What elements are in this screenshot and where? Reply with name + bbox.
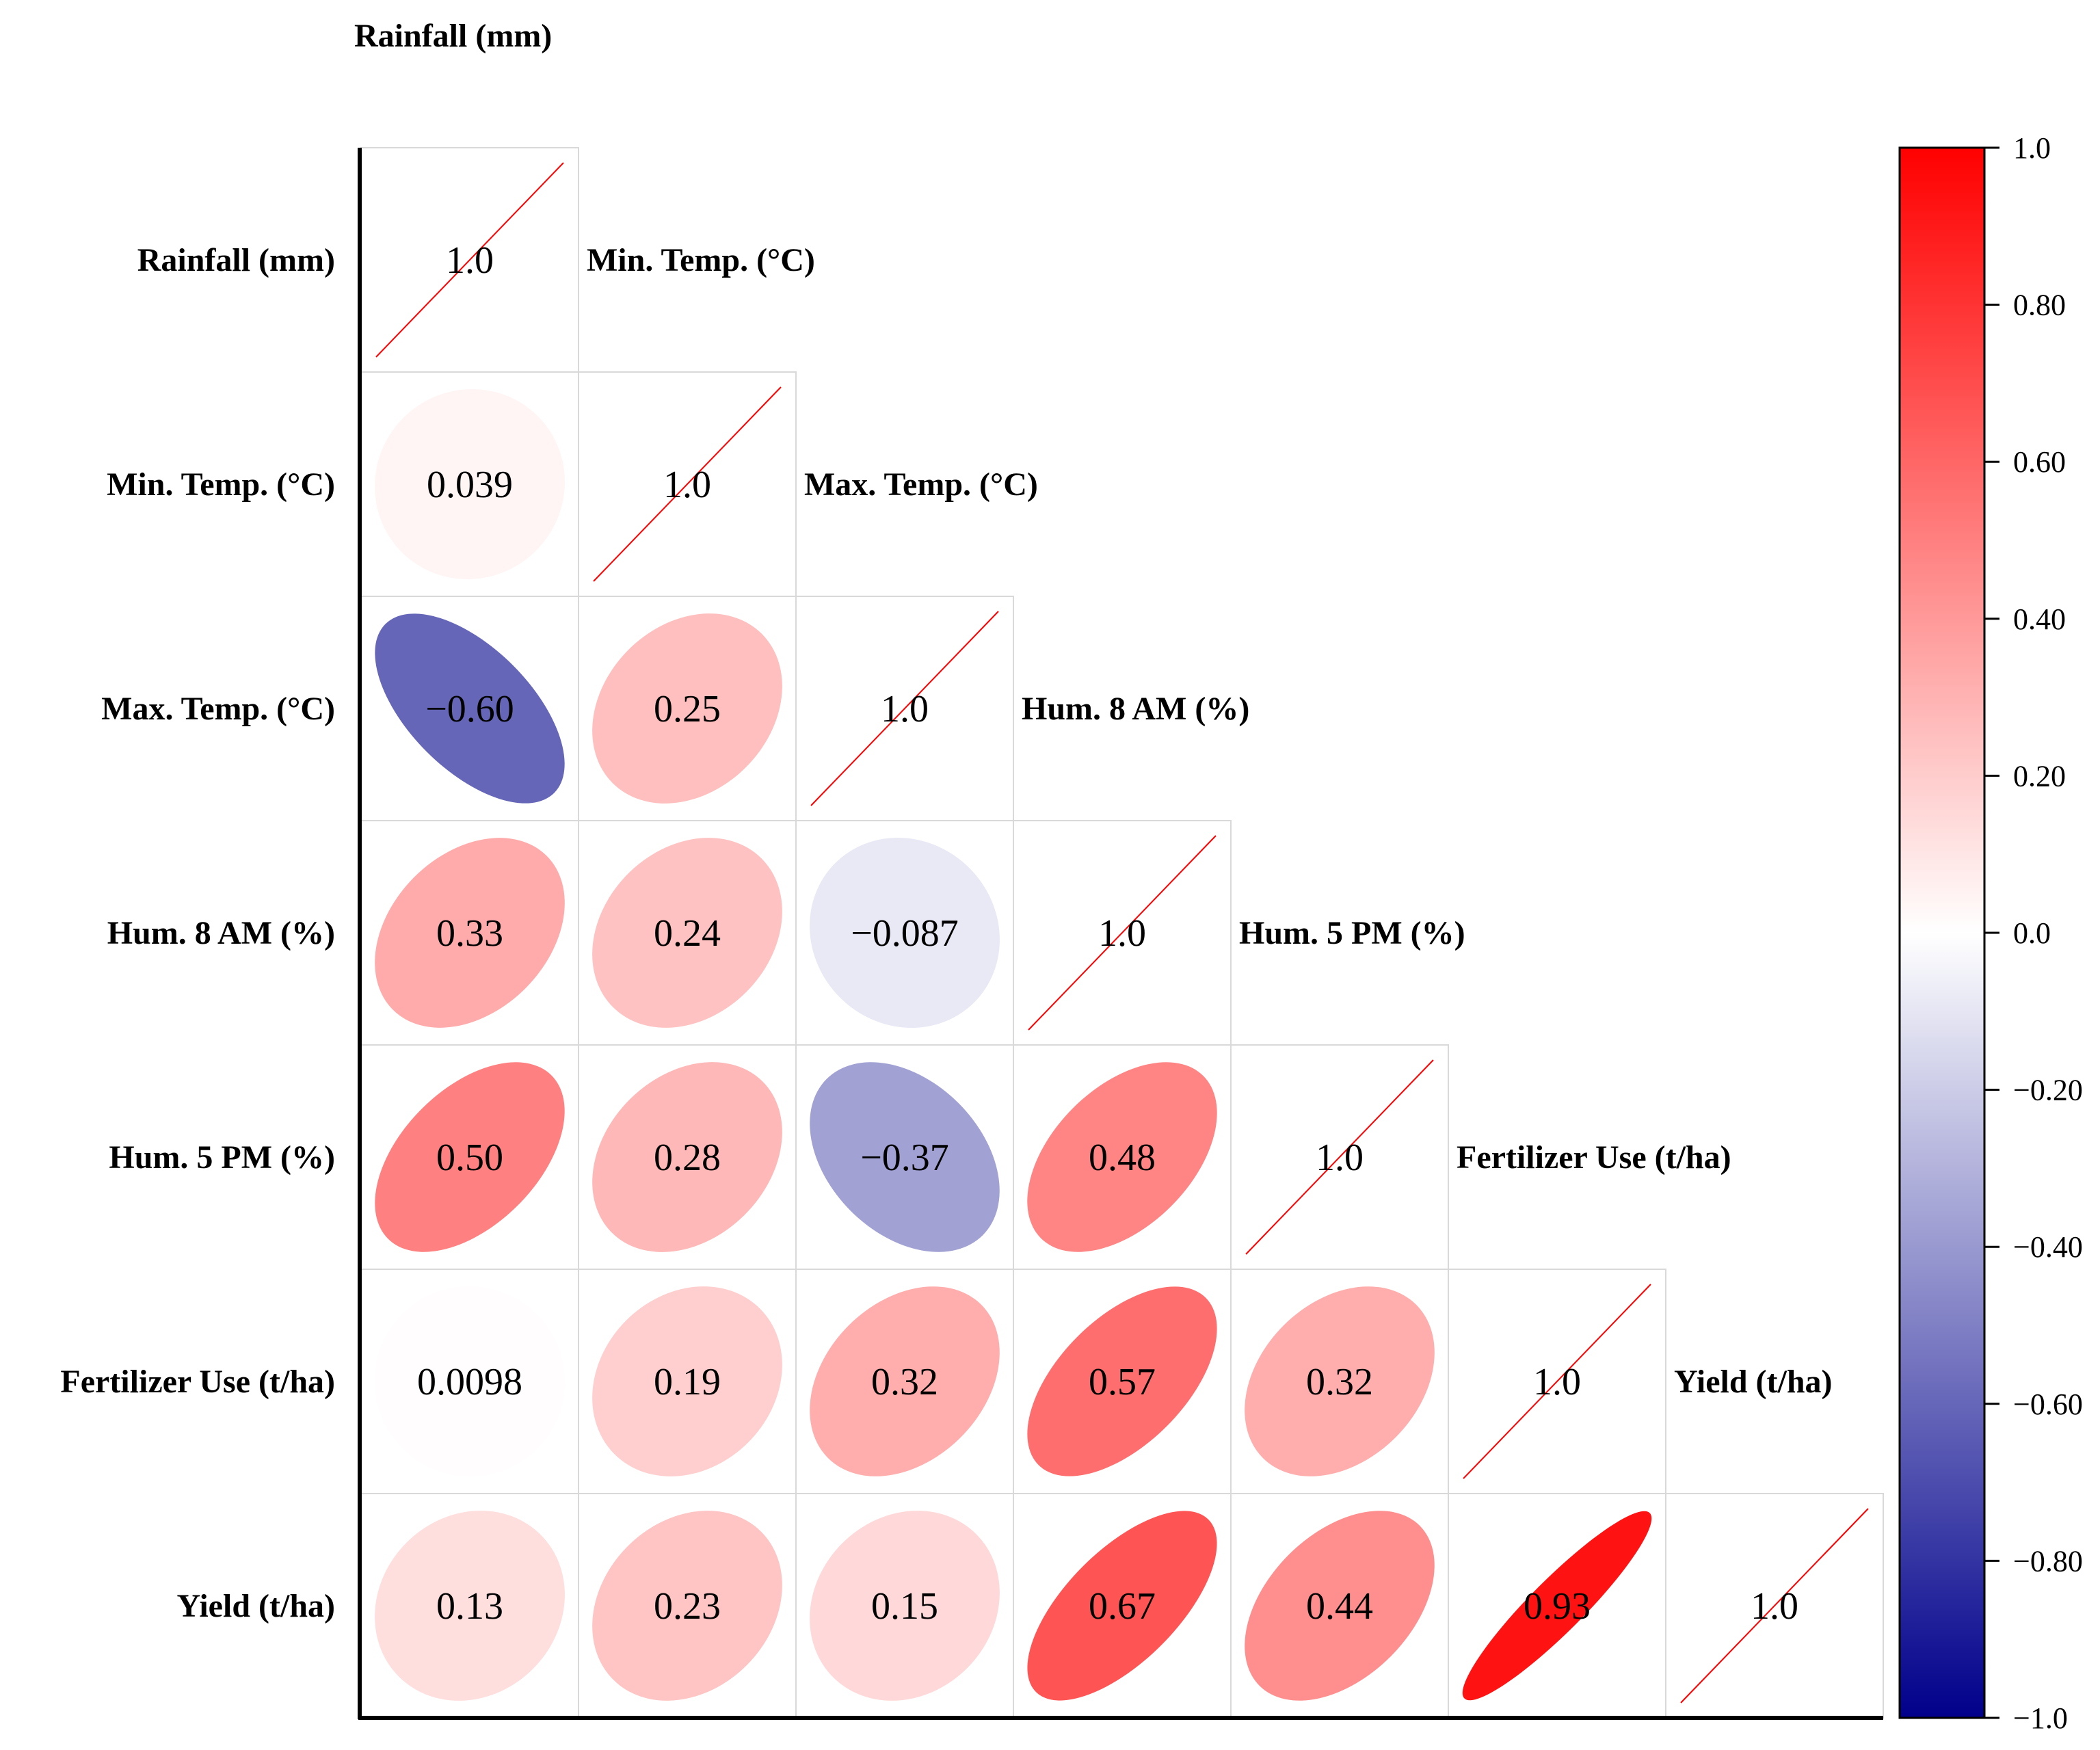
correlation-value: 0.23 (654, 1585, 721, 1628)
correlation-value: 0.13 (436, 1585, 503, 1628)
colorbar-gradient (1898, 146, 1986, 1719)
correlation-ellipse (592, 1511, 782, 1701)
correlation-value: 0.15 (871, 1585, 938, 1628)
correlation-value: 0.57 (1089, 1361, 1156, 1403)
correlation-value: 0.039 (427, 464, 513, 506)
correlation-ellipse (375, 1511, 565, 1701)
correlation-ellipse (1027, 1286, 1217, 1476)
column-label: Min. Temp. (°C) (587, 242, 815, 278)
correlation-value: −0.37 (860, 1137, 949, 1179)
colorbar-tick-label: 1.0 (2013, 131, 2051, 165)
colorbar-tick-label: 0.20 (2013, 759, 2066, 793)
correlation-ellipse (374, 1286, 566, 1477)
correlation-value: 1.0 (881, 688, 929, 730)
row-labels: Rainfall (mm) Min. Temp. (°C) Max. Temp. (… (60, 242, 335, 1624)
correlation-ellipse (1027, 1511, 1217, 1701)
axes (358, 148, 1883, 1720)
diagonal-line (1680, 1508, 1869, 1703)
column-label: Rainfall (mm) (354, 18, 552, 54)
correlation-value: 0.67 (1089, 1585, 1156, 1628)
correlation-value: 0.44 (1306, 1585, 1373, 1628)
colorbar-tick-label: −0.60 (2013, 1388, 2083, 1421)
correlation-ellipse (592, 838, 782, 1028)
correlation-value: 0.0098 (417, 1361, 522, 1403)
correlation-ellipse (810, 838, 1000, 1028)
correlation-value: 1.0 (446, 239, 494, 282)
column-label: Yield (t/ha) (1674, 1364, 1833, 1400)
colorbar-tick-label: 0.80 (2013, 289, 2066, 322)
correlation-value: 1.0 (1533, 1361, 1581, 1403)
correlation-value: 0.33 (436, 912, 503, 955)
correlation-ellipse (810, 1511, 1000, 1701)
row-label: Yield (t/ha) (176, 1588, 335, 1624)
correlation-value: 0.93 (1524, 1585, 1591, 1628)
correlation-ellipse (810, 1062, 1000, 1252)
diagonal-line (593, 386, 782, 582)
diagonal-line (1245, 1059, 1434, 1255)
colorbar-tick-label: 0.40 (2013, 602, 2066, 636)
correlation-value: −0.60 (425, 688, 514, 730)
correlation-value: 0.25 (654, 688, 721, 730)
diagonal-line (1463, 1284, 1651, 1479)
diagonal-line (1028, 835, 1217, 1031)
row-label: Min. Temp. (°C) (107, 466, 335, 503)
row-label: Hum. 5 PM (%) (109, 1139, 335, 1176)
row-label: Fertilizer Use (t/ha) (60, 1364, 335, 1400)
column-labels: Rainfall (mm) Min. Temp. (°C) Max. Temp. (… (354, 18, 1833, 1400)
colorbar-tick-label: −0.80 (2013, 1544, 2083, 1578)
correlation-value: 1.0 (663, 464, 711, 506)
correlation-ellipse (375, 1062, 565, 1252)
correlation-value: −0.087 (851, 912, 959, 955)
correlation-value: 1.0 (1316, 1137, 1364, 1179)
correlation-value: 0.28 (654, 1137, 721, 1179)
column-label: Hum. 8 AM (%) (1022, 691, 1249, 727)
correlation-ellipse (374, 388, 566, 580)
diagonal-line (810, 611, 999, 806)
correlation-value: 0.32 (1306, 1361, 1373, 1403)
column-label: Hum. 5 PM (%) (1239, 915, 1465, 951)
colorbar-tick-label: −0.40 (2013, 1230, 2083, 1264)
correlation-value: 1.0 (1751, 1585, 1798, 1628)
correlation-value: 1.0 (1098, 912, 1146, 955)
diagonal-line (375, 162, 564, 358)
correlation-ellipse (592, 1062, 782, 1252)
row-label: Max. Temp. (°C) (101, 691, 335, 727)
ellipse-marks (374, 162, 1869, 1703)
column-label: Fertilizer Use (t/ha) (1457, 1139, 1731, 1176)
row-label: Rainfall (mm) (137, 242, 335, 278)
correlation-ellipse (1245, 1286, 1435, 1476)
value-labels: 1.0 0.039 1.0 −0.60 0.25 1.0 0.33 0.24 −0.087 1.0… (417, 239, 1798, 1628)
correlation-ellipse (592, 613, 782, 804)
correlation-value: 0.32 (871, 1361, 938, 1403)
correlation-value: 0.50 (436, 1137, 503, 1179)
colorbar-tick-label: 0.0 (2013, 916, 2051, 950)
row-label: Hum. 8 AM (%) (107, 915, 335, 951)
colorbar-tick-label: 0.60 (2013, 445, 2066, 479)
correlation-value: 0.48 (1089, 1137, 1156, 1179)
colorbar: 1.0 0.80 0.60 0.40 0.20 0.0 −0.20 −0.40 −0.60 −0.… (1898, 131, 2083, 1735)
correlation-ellipse (1245, 1511, 1435, 1701)
correlation-value: 0.24 (654, 912, 721, 955)
column-label: Max. Temp. (°C) (804, 466, 1038, 503)
correlation-ellipse (592, 1286, 782, 1476)
correlation-value: 0.19 (654, 1361, 721, 1403)
correlation-ellipse (375, 613, 565, 804)
correlation-ellipse (1027, 1062, 1217, 1252)
correlation-ellipse (810, 1286, 1000, 1476)
colorbar-tick-label: −0.20 (2013, 1074, 2083, 1107)
colorbar-tick-label: −1.0 (2013, 1701, 2068, 1735)
correlation-ellipse (1462, 1511, 1652, 1701)
correlation-ellipse (375, 838, 565, 1028)
